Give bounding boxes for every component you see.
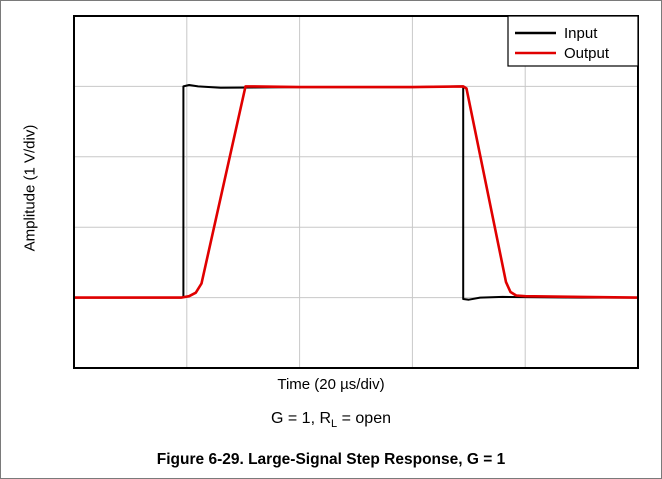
test-condition: G = 1, RL = open: [0, 410, 662, 430]
legend-label-input: Input: [564, 25, 598, 42]
test-condition-prefix: G = 1, R: [271, 410, 332, 427]
legend-label-output: Output: [564, 45, 610, 62]
test-condition-subscript: L: [331, 418, 338, 431]
series-group: [74, 84, 639, 301]
legend-box: [507, 15, 639, 67]
plot-area-border: [73, 15, 639, 369]
figure-caption: Figure 6-29. Large-Signal Step Response,…: [156, 451, 506, 468]
series-line-output: [74, 85, 639, 299]
legend: Input Output: [507, 15, 639, 67]
x-axis-label: Time (20 µs/div): [277, 376, 385, 393]
y-axis-label: Amplitude (1 V/div): [21, 124, 39, 252]
grid-lines: [74, 16, 638, 368]
series-line-input: [74, 84, 638, 301]
test-condition-suffix: = open: [337, 410, 391, 427]
